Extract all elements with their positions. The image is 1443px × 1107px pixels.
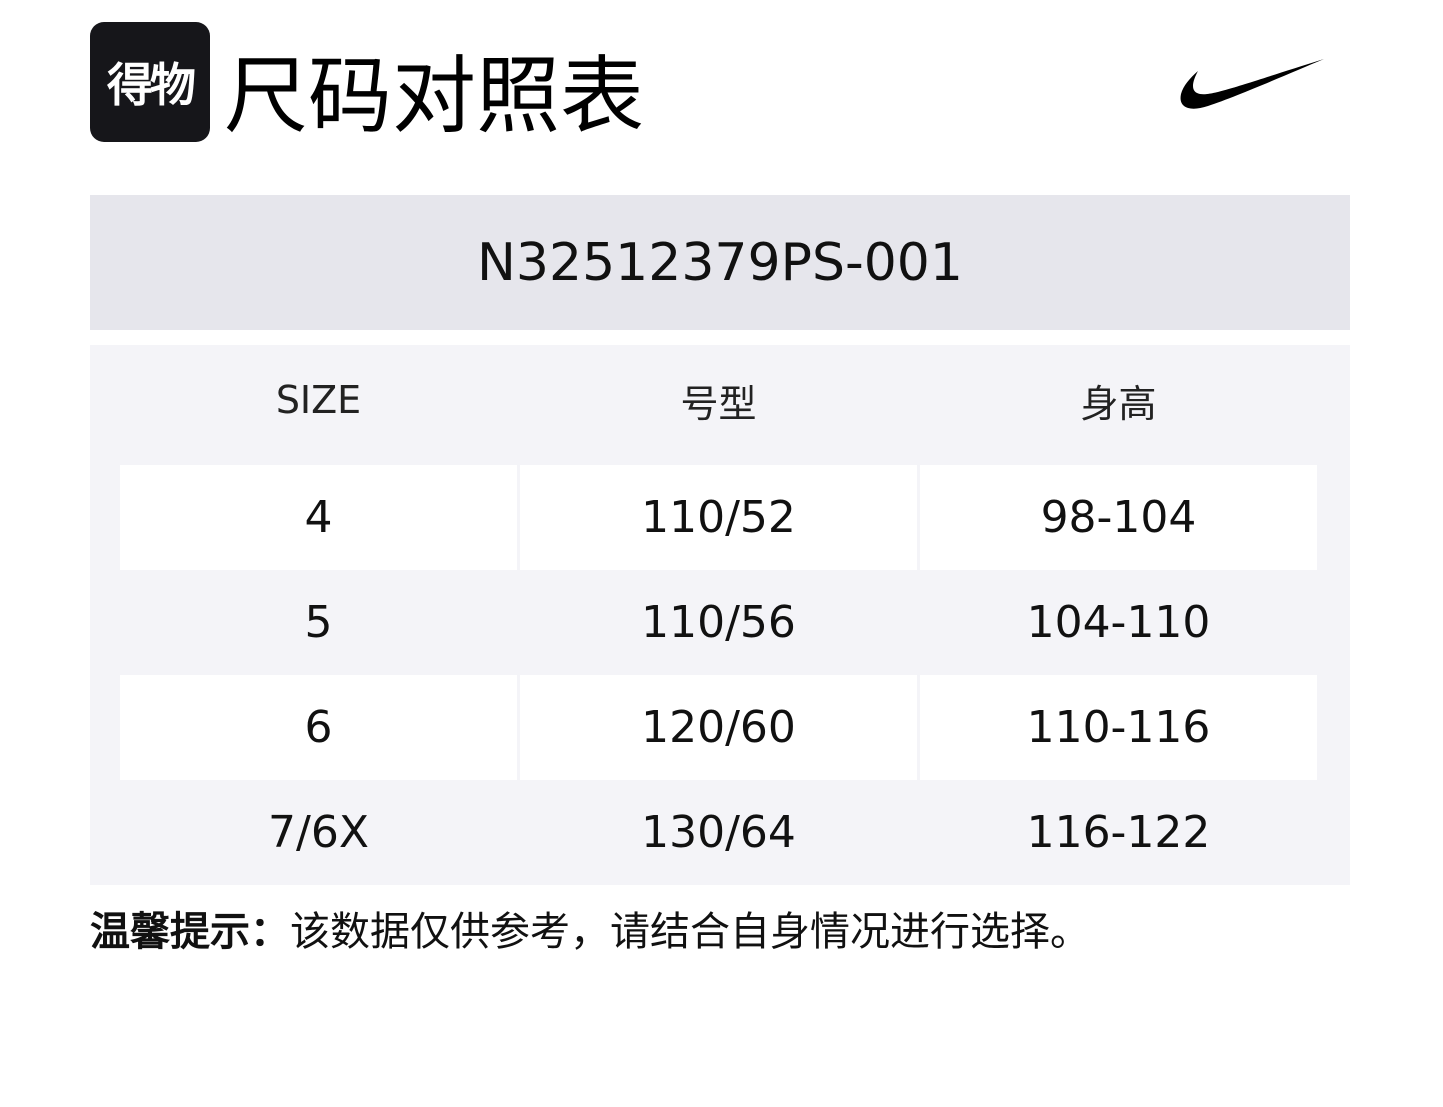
tip-note: 温馨提示：该数据仅供参考，请结合自身情况进行选择。 [90,904,1090,960]
table-row: 7/6X 130/64 116-122 [120,780,1320,885]
product-code: N32512379PS-001 [90,195,1350,330]
table-row: 6 120/60 110-116 [120,675,1320,780]
nike-swoosh-icon [1180,59,1324,109]
cell-size: 4 [120,465,517,570]
table-row: 4 110/52 98-104 [120,465,1320,570]
cell-type: 130/64 [641,807,796,858]
cell-height: 116-122 [1026,807,1211,858]
cell-size: 6 [120,675,517,780]
header-type: 号型 [680,381,757,426]
cell-type: 120/60 [520,675,917,780]
cell-height: 104-110 [1026,597,1211,648]
cell-type: 110/56 [641,597,796,648]
table-header: SIZE 号型 身高 [90,345,1350,465]
cell-type: 110/52 [520,465,917,570]
header-height: 身高 [1080,381,1157,426]
tip-label: 温馨提示： [90,909,290,955]
logo-text: 得物 [107,58,196,112]
table-row: 5 110/56 104-110 [120,570,1320,675]
header-size: SIZE [275,378,362,422]
cell-height: 110-116 [920,675,1317,780]
tip-text: 该数据仅供参考，请结合自身情况进行选择。 [290,909,1090,955]
cell-size: 7/6X [268,807,369,858]
cell-size: 5 [304,597,333,648]
cell-height: 98-104 [920,465,1317,570]
size-table: SIZE 号型 身高 4 110/52 98-104 5 110/56 104-… [90,345,1350,885]
page-title: 尺码对照表 [224,47,645,145]
dewu-logo: 得物 [90,22,210,142]
